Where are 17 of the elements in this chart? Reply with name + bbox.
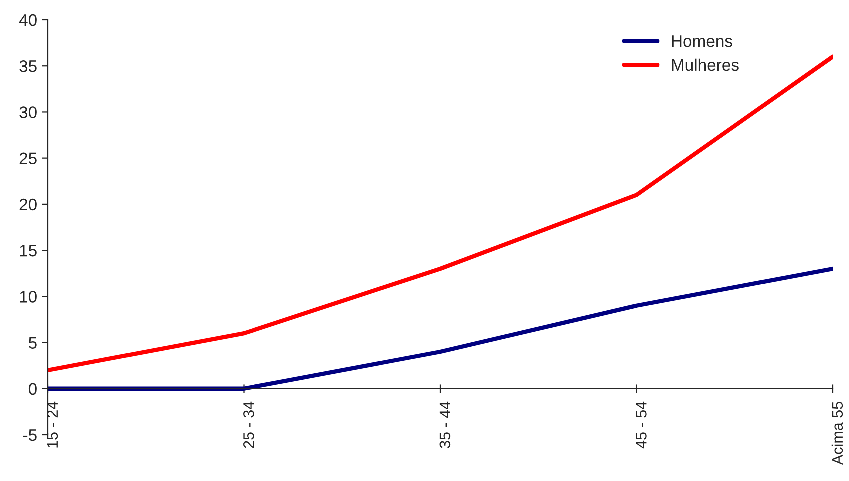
x-tick-label: 25 - 34	[244, 402, 254, 448]
legend-label: Homens	[672, 36, 732, 48]
y-tick-label: 0	[28, 383, 37, 396]
x-tick-label: 35 - 44	[440, 402, 451, 448]
y-tick-label: 5	[28, 337, 37, 349]
y-tick-label: 40	[19, 14, 37, 26]
y-tick-label: 20	[20, 198, 37, 211]
y-tick-label: -5	[24, 430, 37, 442]
x-tick-label: Acima 55	[832, 402, 844, 466]
y-tick-label: 15	[20, 245, 37, 257]
y-tick-label: 35	[20, 60, 37, 72]
y-tick-label: 30	[20, 106, 37, 118]
y-tick-label: 25	[20, 152, 37, 165]
legend-label: Mulheres	[672, 58, 739, 72]
line-series	[48, 54, 833, 373]
x-tick-label: 45 - 54	[636, 402, 647, 449]
y-tick-label: 10	[20, 291, 37, 303]
